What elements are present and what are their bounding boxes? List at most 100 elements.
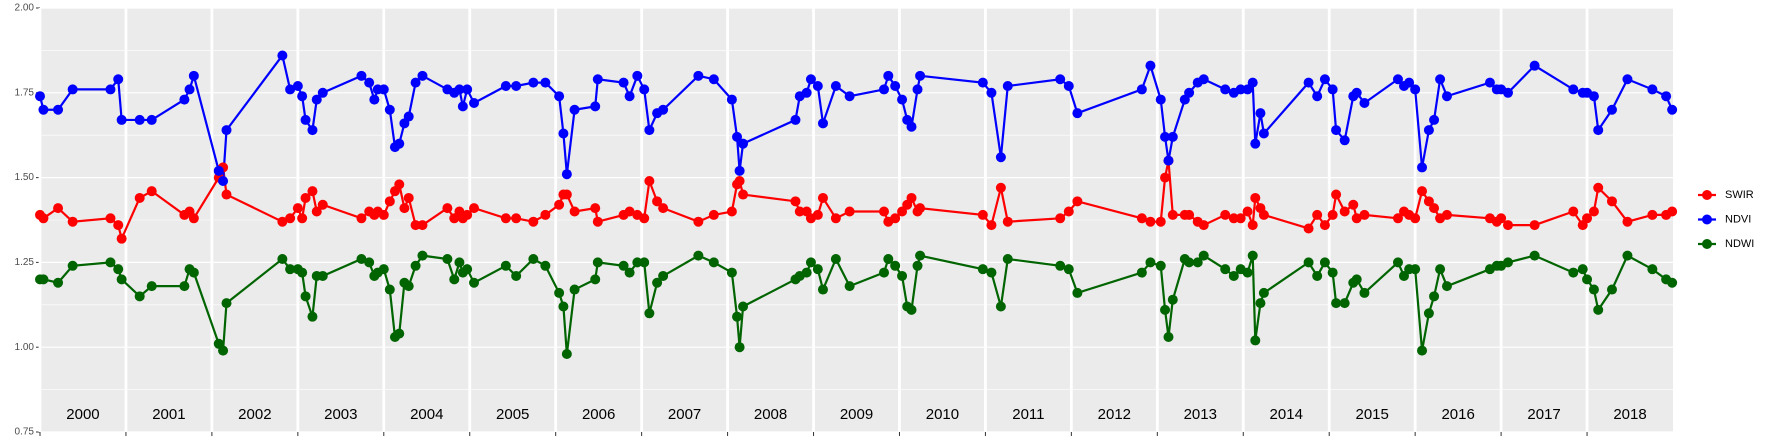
data-point bbox=[454, 84, 465, 95]
data-point bbox=[146, 186, 157, 197]
data-point bbox=[632, 257, 643, 268]
data-point bbox=[35, 91, 45, 102]
data-point bbox=[644, 125, 655, 136]
data-point bbox=[1167, 131, 1178, 142]
year-label: 2009 bbox=[840, 406, 873, 423]
data-point bbox=[590, 101, 601, 112]
data-point bbox=[53, 104, 64, 115]
legend-marker bbox=[1702, 239, 1712, 249]
data-point bbox=[1220, 209, 1231, 220]
data-point bbox=[883, 254, 894, 265]
data-point bbox=[356, 213, 367, 224]
data-point bbox=[540, 260, 551, 271]
data-point bbox=[403, 192, 414, 203]
data-point bbox=[693, 70, 704, 81]
data-point bbox=[38, 213, 49, 224]
year-label: 2016 bbox=[1441, 406, 1474, 423]
data-point bbox=[417, 70, 428, 81]
data-point bbox=[1339, 298, 1350, 309]
data-point bbox=[986, 87, 997, 98]
data-point bbox=[1429, 291, 1440, 302]
data-point bbox=[561, 189, 572, 200]
data-point bbox=[817, 284, 828, 295]
data-point bbox=[1145, 60, 1156, 71]
data-point bbox=[1319, 257, 1330, 268]
legend-label: SWIR bbox=[1725, 189, 1754, 201]
data-point bbox=[38, 274, 49, 285]
data-point bbox=[1593, 182, 1604, 193]
year-label: 2007 bbox=[668, 406, 701, 423]
year-label: 2018 bbox=[1613, 406, 1646, 423]
data-point bbox=[500, 213, 511, 224]
data-point bbox=[53, 203, 64, 214]
data-point bbox=[1327, 209, 1338, 220]
data-point bbox=[1155, 260, 1166, 271]
data-point bbox=[462, 209, 473, 220]
data-point bbox=[639, 84, 650, 95]
data-point bbox=[1155, 216, 1166, 227]
data-point bbox=[879, 267, 890, 278]
data-point bbox=[297, 213, 308, 224]
data-point bbox=[1484, 77, 1495, 88]
data-point bbox=[1255, 108, 1266, 119]
data-point bbox=[1502, 220, 1513, 231]
data-point bbox=[1441, 209, 1452, 220]
data-point bbox=[1568, 267, 1579, 278]
data-point bbox=[1327, 84, 1338, 95]
data-point bbox=[639, 213, 650, 224]
data-point bbox=[805, 74, 816, 85]
data-point bbox=[1622, 74, 1633, 85]
data-point bbox=[1228, 270, 1239, 281]
data-point bbox=[292, 203, 303, 214]
data-point bbox=[1312, 270, 1323, 281]
data-point bbox=[221, 125, 232, 136]
data-point bbox=[356, 254, 367, 265]
data-point bbox=[1002, 254, 1013, 265]
data-point bbox=[1417, 345, 1428, 356]
data-point bbox=[417, 220, 428, 231]
data-point bbox=[1184, 209, 1195, 220]
data-point bbox=[805, 257, 816, 268]
year-label: 2014 bbox=[1270, 406, 1303, 423]
data-point bbox=[1502, 257, 1513, 268]
data-point bbox=[285, 264, 296, 275]
data-point bbox=[801, 267, 812, 278]
data-point bbox=[462, 264, 473, 275]
data-point bbox=[113, 264, 124, 275]
data-point bbox=[454, 257, 465, 268]
data-point bbox=[410, 220, 421, 231]
data-point bbox=[317, 199, 328, 210]
data-point bbox=[285, 84, 296, 95]
data-point bbox=[986, 220, 997, 231]
data-point bbox=[1582, 213, 1593, 224]
data-point bbox=[879, 206, 890, 217]
data-point bbox=[986, 267, 997, 278]
data-point bbox=[624, 206, 635, 217]
data-point bbox=[817, 118, 828, 129]
data-point bbox=[1247, 77, 1258, 88]
data-point bbox=[364, 77, 375, 88]
data-point bbox=[632, 70, 643, 81]
data-point bbox=[1441, 91, 1452, 102]
data-point bbox=[1072, 287, 1083, 298]
data-point bbox=[1247, 220, 1258, 231]
data-point bbox=[906, 192, 917, 203]
data-point bbox=[1339, 206, 1350, 217]
data-point bbox=[307, 125, 318, 136]
data-point bbox=[105, 257, 116, 268]
data-point bbox=[726, 267, 737, 278]
data-point bbox=[1568, 206, 1579, 217]
data-point bbox=[897, 206, 908, 217]
data-point bbox=[1198, 250, 1209, 261]
data-point bbox=[1588, 284, 1599, 295]
data-point bbox=[558, 128, 569, 139]
data-point bbox=[311, 206, 322, 217]
data-point bbox=[844, 206, 855, 217]
data-point bbox=[1242, 84, 1253, 95]
data-point bbox=[1167, 209, 1178, 220]
data-point bbox=[569, 206, 580, 217]
data-point bbox=[1423, 196, 1434, 207]
data-point bbox=[912, 84, 923, 95]
